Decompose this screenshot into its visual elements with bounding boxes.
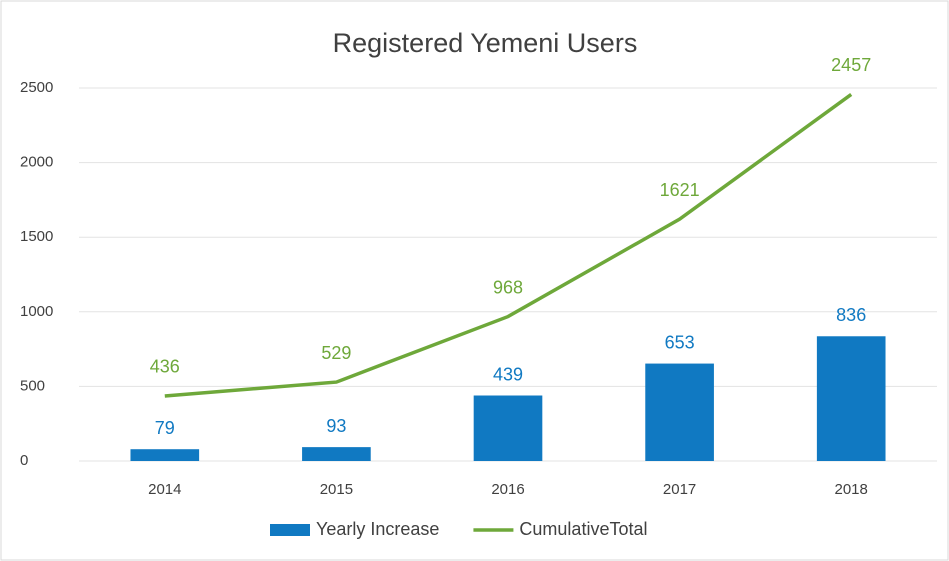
y-tick-label: 0 [20,452,28,469]
legend-label: Yearly Increase [316,519,439,539]
data-label: 2457 [831,55,871,75]
x-tick-label: 2015 [320,481,353,498]
chart-title: Registered Yemeni Users [333,28,638,58]
data-label: 436 [150,357,180,377]
bar [645,363,714,461]
y-tick-label: 1500 [20,228,53,245]
y-tick-label: 2000 [20,154,53,171]
bar [473,395,543,461]
x-tick-label: 2014 [148,481,181,498]
y-tick-label: 1000 [20,303,53,320]
line [164,93,853,398]
data-label: 653 [665,332,695,352]
x-tick-label: 2018 [835,481,868,498]
data-label: 439 [493,364,523,384]
legend-label: CumulativeTotal [519,519,647,539]
data-label: 79 [155,418,175,438]
y-tick-label: 2500 [20,79,53,96]
x-tick-label: 2017 [663,481,696,498]
data-label: 93 [326,416,346,436]
data-label: 836 [836,305,866,325]
x-tick-label: 2016 [491,481,524,498]
bar [302,447,371,461]
data-label: 1621 [660,180,700,200]
data-label: 968 [493,277,523,297]
bar [816,336,886,461]
data-label: 529 [321,343,351,363]
legend-swatch [270,524,310,536]
y-tick-label: 500 [20,377,45,394]
bar [130,449,200,461]
